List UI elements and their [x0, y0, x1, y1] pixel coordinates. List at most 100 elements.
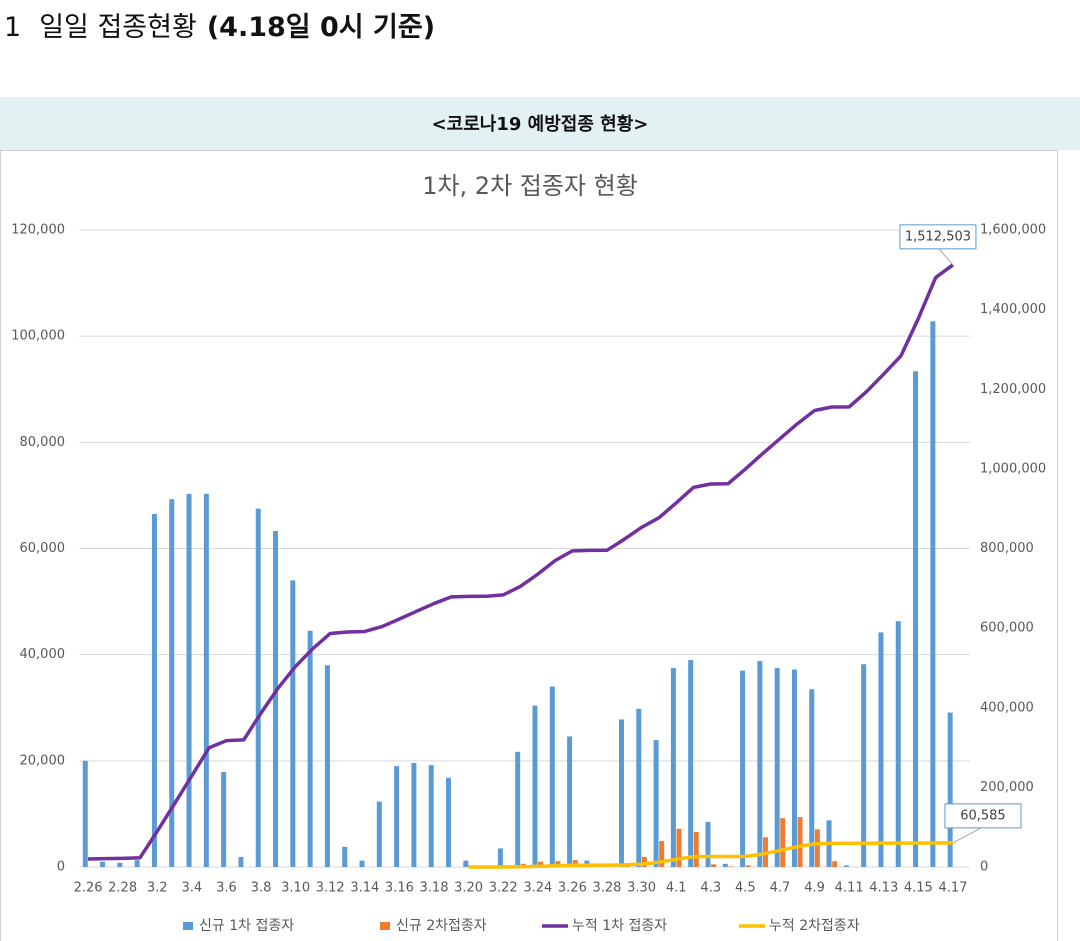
y2-tick-label: 1,000,000: [980, 461, 1046, 476]
bar: [780, 818, 786, 867]
heading: 1 일일 접종현황 (4.18일 0시 기준): [4, 12, 435, 43]
bar: [670, 667, 676, 867]
x-tick-label: 4.17: [938, 881, 967, 896]
bar: [359, 860, 365, 867]
bar: [618, 719, 624, 867]
x-tick-label: 3.28: [593, 881, 622, 896]
x-tick-label: 4.11: [835, 881, 864, 896]
x-tick-label: 3.30: [627, 881, 656, 896]
x-tick-label: 3.8: [251, 881, 272, 896]
x-tick-label: 3.14: [350, 881, 379, 896]
x-tick-label: 3.2: [147, 881, 168, 896]
bar: [791, 669, 797, 867]
bar: [255, 508, 261, 867]
x-tick-label: 3.20: [454, 881, 483, 896]
label-leader: [952, 826, 984, 844]
y-tick-label: 0: [57, 860, 65, 875]
bar: [324, 665, 330, 867]
x-tick-label: 3.10: [281, 881, 310, 896]
bar: [497, 848, 503, 867]
bar: [711, 864, 717, 867]
x-tick-label: 4.1: [666, 881, 687, 896]
legend-label: 누적 2차접종자: [769, 918, 860, 934]
chart-title: 1차, 2차 접종자 현황: [422, 172, 638, 200]
x-tick-label: 2.28: [108, 881, 137, 896]
x-tick-label: 2.26: [74, 881, 103, 896]
y2-tick-label: 1,600,000: [980, 223, 1046, 238]
bar: [376, 801, 382, 867]
y-tick-label: 40,000: [20, 647, 66, 662]
bar: [740, 670, 746, 867]
x-tick-label: 3.26: [558, 881, 587, 896]
bar: [757, 661, 763, 867]
bar: [728, 866, 734, 867]
bar: [100, 861, 106, 867]
y-tick-label: 120,000: [11, 223, 65, 238]
x-tick-label: 4.7: [770, 881, 791, 896]
bar: [549, 686, 555, 867]
label-box: [899, 224, 977, 250]
legend-swatch: [183, 922, 193, 930]
x-tick-label: 3.12: [316, 881, 345, 896]
bar: [290, 580, 296, 867]
legend-swatch: [380, 922, 390, 930]
legend-label: 누적 1차 접종자: [572, 918, 667, 934]
bar: [169, 499, 175, 867]
bar: [221, 771, 227, 867]
x-tick-label: 4.3: [700, 881, 721, 896]
bar: [947, 712, 953, 867]
bar: [722, 863, 728, 867]
line: [88, 263, 954, 861]
x-tick-label: 4.15: [904, 881, 933, 896]
bar: [82, 760, 88, 867]
bar: [745, 865, 751, 867]
bar: [151, 513, 157, 867]
x-tick-label: 3.22: [489, 881, 518, 896]
line: [468, 841, 953, 869]
x-tick-label: 4.9: [804, 881, 825, 896]
y-tick-label: 80,000: [20, 435, 66, 450]
bar: [273, 530, 279, 867]
y2-tick-label: 800,000: [980, 541, 1034, 556]
bar: [636, 708, 642, 867]
label-leader: [937, 247, 954, 266]
y2-tick-label: 1,200,000: [980, 382, 1046, 397]
heading-basis: (4.18일 0시 기준): [207, 12, 435, 43]
x-tick-label: 3.18: [420, 881, 449, 896]
bar: [895, 621, 901, 867]
label-box: [944, 803, 1022, 829]
bar: [186, 493, 192, 867]
bar: [688, 659, 694, 867]
x-tick-label: 3.24: [523, 881, 552, 896]
bar: [861, 664, 867, 867]
x-tick-label: 3.4: [181, 881, 202, 896]
bar: [930, 321, 936, 867]
banner-bg: [0, 97, 1080, 150]
bar: [532, 705, 538, 867]
legend-label: 신규 1차 접종자: [199, 918, 294, 934]
bar: [659, 840, 665, 867]
data-label: 1,512,503: [905, 229, 971, 244]
bar: [572, 860, 578, 867]
bar: [676, 828, 682, 867]
y2-tick-label: 0: [980, 860, 988, 875]
bar: [515, 751, 521, 867]
bar: [134, 860, 140, 867]
bar: [342, 846, 348, 867]
bar: [203, 493, 209, 867]
y2-tick-label: 600,000: [980, 621, 1034, 636]
legend-label: 신규 2차접종자: [396, 918, 487, 934]
heading-title: 일일 접종현황: [39, 12, 197, 43]
bar: [446, 777, 452, 867]
bar: [411, 762, 417, 867]
bar: [428, 765, 434, 867]
bar: [843, 865, 849, 867]
bar: [832, 861, 838, 867]
bar: [238, 856, 244, 867]
bar: [809, 689, 815, 867]
x-tick-label: 4.5: [735, 881, 756, 896]
x-tick-label: 3.16: [385, 881, 414, 896]
banner: <코로나19 예방접종 현황>: [432, 114, 649, 135]
bar: [463, 860, 469, 867]
